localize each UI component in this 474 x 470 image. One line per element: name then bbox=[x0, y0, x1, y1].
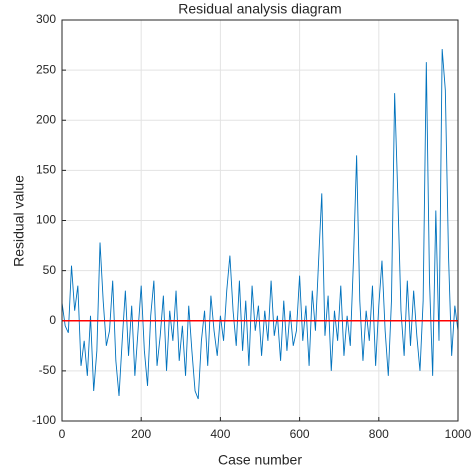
y-tick-label: 150 bbox=[36, 163, 56, 177]
x-tick-label: 200 bbox=[131, 427, 151, 441]
x-tick-label: 800 bbox=[369, 427, 389, 441]
y-tick-label: 100 bbox=[36, 213, 56, 227]
y-tick-label: -50 bbox=[39, 363, 57, 377]
y-tick-label: 50 bbox=[43, 263, 57, 277]
y-tick-label: 0 bbox=[49, 313, 56, 327]
plot-frame bbox=[61, 19, 459, 422]
y-axis-label: Residual value bbox=[11, 175, 27, 267]
y-tick-label: 200 bbox=[36, 112, 56, 126]
y-tick-label: 300 bbox=[36, 12, 56, 26]
data-line bbox=[61, 49, 459, 400]
x-tick-label: 400 bbox=[210, 427, 230, 441]
y-tick-label: 250 bbox=[36, 62, 56, 76]
chart-title: Residual analysis diagram bbox=[178, 1, 341, 17]
x-axis-label: Case number bbox=[218, 452, 302, 468]
x-tick-label: 600 bbox=[290, 427, 310, 441]
x-tick-label: 0 bbox=[59, 427, 66, 441]
y-tick-label: -100 bbox=[32, 413, 56, 427]
x-tick-label: 1000 bbox=[445, 427, 472, 441]
